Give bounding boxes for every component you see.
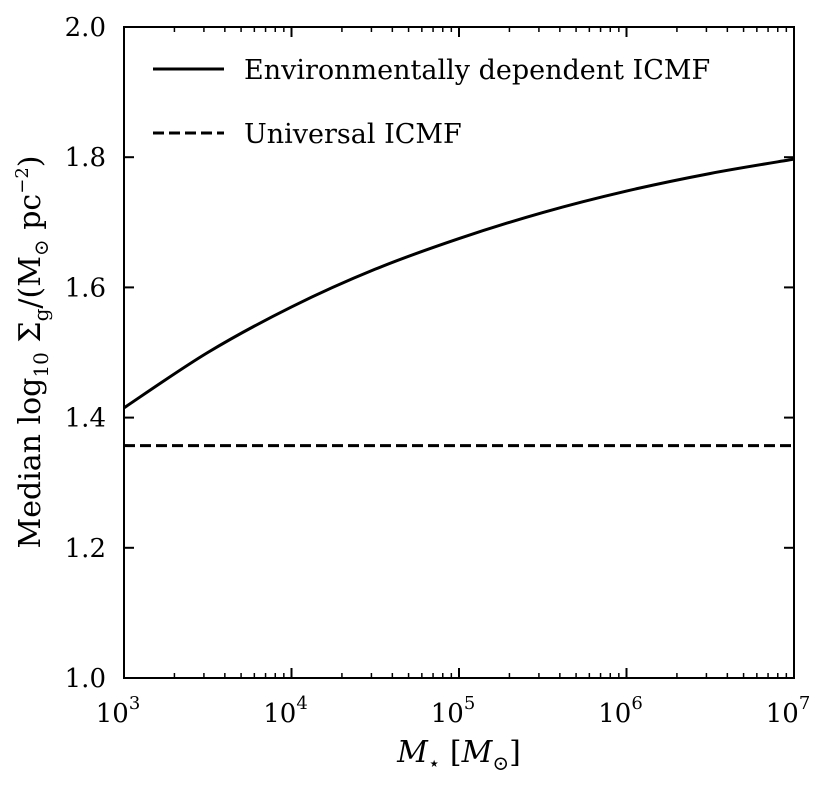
y-axis-title-p5: )	[13, 156, 48, 168]
x-tick-labels: 103 104 105 106 107	[96, 693, 811, 729]
x-tick-exp: 6	[631, 693, 642, 714]
x-tick-base: 10	[96, 699, 129, 729]
x-axis-title: M⋆ [M⊙]	[396, 735, 521, 775]
x-tick-exp: 4	[296, 693, 307, 714]
y-tick-label: 1.4	[65, 404, 106, 434]
y-axis-title: Median log10 Σg/(M⊙ pc−2)	[12, 156, 53, 549]
x-axis-title-main: M	[396, 735, 429, 770]
x-tick-exp: 7	[799, 693, 810, 714]
x-tick-base: 10	[263, 699, 296, 729]
series-line-environmental	[123, 157, 795, 410]
x-axis-title-unit-sub: ⊙	[492, 751, 509, 775]
y-axis-title-p3-sub: ⊙	[29, 239, 53, 256]
x-tick-exp: 5	[464, 693, 475, 714]
y-axis-title-p4-sup: −2	[12, 167, 33, 194]
x-tick-label: 103	[96, 693, 141, 729]
y-axis-title-p1: Median log	[13, 378, 48, 549]
x-axis-title-unit-main: M	[461, 735, 494, 770]
x-tick-label: 105	[431, 693, 476, 729]
x-tick-base: 10	[431, 699, 464, 729]
x-axis-title-unit-close: ]	[509, 735, 521, 770]
y-axis-title-p2-sub: g	[29, 308, 53, 321]
plot-frame	[123, 26, 795, 679]
y-axis-title-p3: /(M	[13, 256, 48, 309]
x-tick-base: 10	[766, 699, 799, 729]
y-tick-label: 1.6	[65, 273, 106, 303]
y-tick-labels: 1.0 1.2 1.4 1.6 1.8 2.0	[65, 13, 106, 694]
x-axis-title-unit-open: [	[440, 735, 461, 770]
y-tick-label: 2.0	[65, 13, 106, 43]
y-axis-title-p4: pc	[13, 194, 48, 240]
x-tick-label: 106	[598, 693, 643, 729]
series-layer	[123, 157, 795, 448]
y-axis-title-p1-sub: 10	[29, 352, 53, 377]
y-tick-label: 1.2	[65, 534, 106, 564]
legend: Environmentally dependent ICMF Universal…	[153, 55, 710, 150]
x-tick-exp: 3	[129, 693, 140, 714]
x-axis-title-sub: ⋆	[428, 751, 441, 775]
x-tick-label: 107	[766, 693, 811, 729]
y-axis-title-p2: Σ	[13, 321, 48, 352]
x-tick-label: 104	[263, 693, 308, 729]
legend-label-environmental: Environmentally dependent ICMF	[244, 55, 710, 86]
y-tick-label: 1.0	[65, 664, 106, 694]
legend-label-universal: Universal ICMF	[244, 119, 462, 150]
x-tick-base: 10	[598, 699, 631, 729]
y-tick-label: 1.8	[65, 143, 106, 173]
